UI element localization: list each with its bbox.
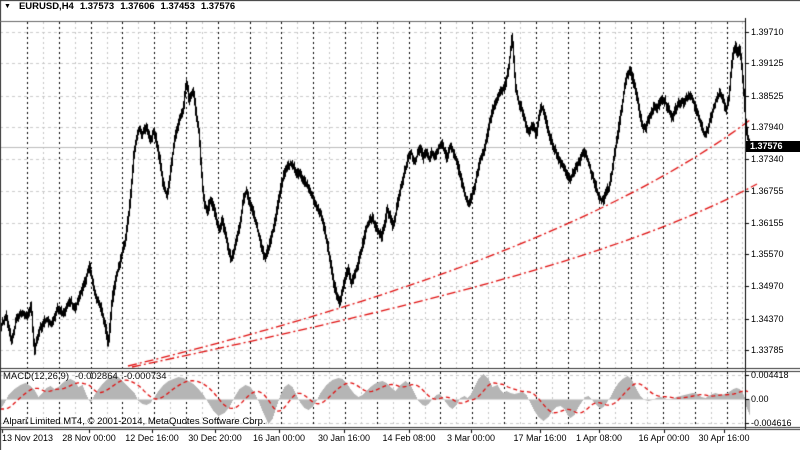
ohlc-low: 1.37453 [160,1,195,12]
time-axis-label: 13 Nov 2013 [2,433,54,443]
price-axis-label: 1.38525 [751,90,784,101]
current-price-tag: 1.37576 [746,141,800,152]
time-axis-label: 30 Jan 16:00 [317,433,371,443]
price-axis-label: 1.36155 [751,217,784,228]
price-axis-label: 1.35570 [751,249,784,260]
price-axis-label: 1.33785 [751,345,784,356]
symbol-label: EURUSD,H4 [18,1,74,12]
time-axis-label: 30 Dec 20:00 [188,433,242,443]
indicator-header: MACD(12,26,9) -0.002864 -0.000734 [3,371,167,382]
ohlc-high: 1.37606 [120,1,155,12]
time-axis-label: 3 Mar 00:00 [446,433,496,443]
price-axis-label: 1.39710 [751,27,784,37]
time-axis-label: 17 Mar 16:00 [513,433,567,443]
time-axis-label: 1 Apr 08:00 [575,433,623,443]
time-axis-label: 16 Jan 00:00 [252,433,306,443]
macd-axis-label: -0.004616 [751,418,792,428]
indicator-value-signal: -0.000734 [123,371,167,382]
macd-axis-label: 0.00 [751,394,769,404]
time-axis-label: 12 Dec 16:00 [125,433,179,443]
macd-axis-label: 0.004418 [751,370,789,380]
chart-header: ▼ EURUSD,H4 1.37573 1.37606 1.37453 1.37… [4,1,235,12]
ohlc-open: 1.37573 [79,1,115,12]
time-axis-label: 28 Nov 00:00 [62,433,116,443]
time-axis-label: 16 Apr 00:00 [638,433,690,443]
price-axis-label: 1.34970 [751,281,784,292]
price-axis-label: 1.36755 [751,185,784,196]
copyright-text: Alpari Limited MT4, © 2001-2014, MetaQuo… [3,416,266,427]
indicator-name: MACD(12,26,9) [3,371,69,382]
time-axis-label: 30 Apr 16:00 [698,433,750,443]
price-axis-label: 1.37940 [751,122,784,132]
indicator-value-main: -0.002864 [75,371,118,382]
price-axis-label: 1.34370 [751,313,784,324]
time-axis-label: 14 Feb 08:00 [382,433,436,443]
ohlc-close: 1.37576 [200,1,236,12]
chart-expand-icon[interactable]: ▼ [4,3,11,10]
price-axis-label: 1.39125 [751,58,784,69]
price-axis-label: 1.37340 [751,154,784,165]
